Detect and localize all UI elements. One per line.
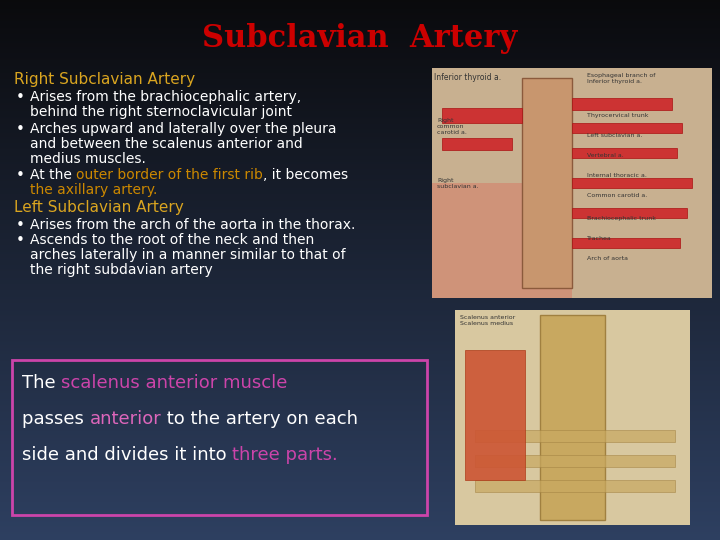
Text: Trachea: Trachea xyxy=(587,236,612,241)
Text: three parts.: three parts. xyxy=(233,446,338,464)
Bar xyxy=(572,238,680,248)
Bar xyxy=(475,480,675,492)
Text: Brachiocephalic trunk: Brachiocephalic trunk xyxy=(587,216,656,221)
Text: side and divides it into: side and divides it into xyxy=(22,446,233,464)
Bar xyxy=(572,178,692,188)
Bar xyxy=(572,123,682,133)
Bar xyxy=(572,208,687,218)
Bar xyxy=(572,148,677,158)
Text: •: • xyxy=(16,90,25,105)
Bar xyxy=(432,183,572,298)
Text: Left Subclavian Artery: Left Subclavian Artery xyxy=(14,200,184,215)
Text: Right
subclavian a.: Right subclavian a. xyxy=(437,178,479,189)
Text: anterior: anterior xyxy=(89,410,161,428)
Text: Ascends to the root of the neck and then: Ascends to the root of the neck and then xyxy=(30,233,314,247)
FancyBboxPatch shape xyxy=(432,68,712,298)
Bar xyxy=(475,455,675,467)
Text: the right subdavian artery: the right subdavian artery xyxy=(30,263,212,277)
Text: outer border of the first rib: outer border of the first rib xyxy=(76,168,263,182)
Text: At the: At the xyxy=(30,168,76,182)
Text: and between the scalenus anterior and: and between the scalenus anterior and xyxy=(30,137,302,151)
Text: medius muscles.: medius muscles. xyxy=(30,152,146,166)
Bar xyxy=(442,108,522,123)
Text: •: • xyxy=(16,218,25,233)
Text: Common carotid a.: Common carotid a. xyxy=(587,193,647,198)
Text: arches laterally in a manner similar to that of: arches laterally in a manner similar to … xyxy=(30,248,346,262)
Text: Internal thoracic a.: Internal thoracic a. xyxy=(587,173,647,178)
Bar xyxy=(522,78,572,288)
Bar xyxy=(540,315,605,520)
Text: Right
common
carotid a.: Right common carotid a. xyxy=(437,118,467,134)
Text: Vertebral a.: Vertebral a. xyxy=(587,153,624,158)
Text: Inferior thyroid a.: Inferior thyroid a. xyxy=(434,73,501,82)
Text: to the artery on each: to the artery on each xyxy=(161,410,359,428)
Text: the axillary artery.: the axillary artery. xyxy=(30,183,158,197)
Text: •: • xyxy=(16,168,25,183)
FancyBboxPatch shape xyxy=(455,310,690,525)
Text: The: The xyxy=(22,374,61,392)
Bar xyxy=(442,138,512,150)
Text: Arches upward and laterally over the pleura: Arches upward and laterally over the ple… xyxy=(30,122,336,136)
Text: •: • xyxy=(16,122,25,137)
Text: passes: passes xyxy=(22,410,89,428)
Text: Esophageal branch of
Inferior thyroid a.: Esophageal branch of Inferior thyroid a. xyxy=(587,73,655,84)
Text: behind the right sternoclavicular joint: behind the right sternoclavicular joint xyxy=(30,105,292,119)
Bar xyxy=(475,430,675,442)
Text: Right Subclavian Artery: Right Subclavian Artery xyxy=(14,72,195,87)
Text: , it becomes: , it becomes xyxy=(263,168,348,182)
Text: Arises from the brachiocephalic artery,: Arises from the brachiocephalic artery, xyxy=(30,90,301,104)
Text: Scalenus anterior
Scalenus medius: Scalenus anterior Scalenus medius xyxy=(460,315,516,326)
Text: Subclavian  Artery: Subclavian Artery xyxy=(202,23,518,53)
Text: Arch of aorta: Arch of aorta xyxy=(587,256,628,261)
Text: Left subclavian a.: Left subclavian a. xyxy=(587,133,642,138)
Text: •: • xyxy=(16,233,25,248)
Bar xyxy=(465,350,525,480)
Text: Arises from the arch of the aorta in the thorax.: Arises from the arch of the aorta in the… xyxy=(30,218,356,232)
Text: scalenus anterior muscle: scalenus anterior muscle xyxy=(61,374,288,392)
Text: Thyrocervical trunk: Thyrocervical trunk xyxy=(587,113,649,118)
Bar xyxy=(572,98,672,110)
